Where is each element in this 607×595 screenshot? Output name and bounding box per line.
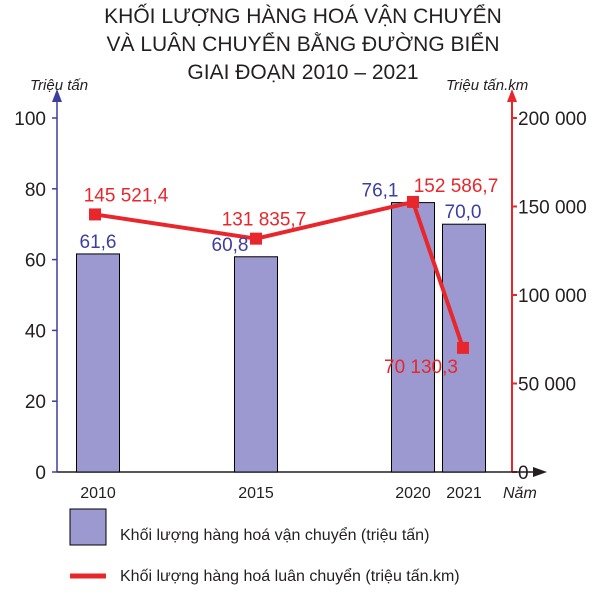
line-series: [89, 195, 469, 354]
bar-2015: [234, 256, 278, 473]
x-axis-arrow: [533, 467, 547, 477]
left-axis-label: Triệu tấn: [30, 77, 88, 94]
left-tick-label: 0: [35, 463, 46, 484]
left-tick-label: 40: [25, 321, 46, 342]
line-value-label: 152 586,7: [414, 176, 499, 197]
chart-title-line-2: VÀ LUÂN CHUYỂN BẰNG ĐƯỜNG BIỂN: [106, 32, 499, 56]
x-tick-label: 2021: [446, 485, 482, 502]
right-tick-label: 100 000: [518, 286, 587, 307]
left-tick-label: 20: [25, 392, 46, 413]
bar-value-label: 70,0: [445, 202, 482, 223]
x-axis-label: Năm: [503, 485, 537, 502]
legend-bar-swatch: [69, 508, 107, 546]
legend-bar-label: Khối lượng hàng hoá vận chuyển (triệu tấ…: [120, 526, 429, 544]
bar-value-label: 61,6: [80, 232, 117, 253]
chart-title-line-3: GIAI ĐOẠN 2010 – 2021: [187, 61, 418, 84]
bar-value-label: 76,1: [362, 181, 399, 202]
left-tick-label: 100: [14, 109, 46, 130]
x-tick-label: 2010: [80, 485, 116, 502]
line-point-2010: [89, 208, 101, 221]
line-point-2020: [407, 195, 419, 208]
chart-title: KHỐI LƯỢNG HÀNG HOÁ VẬN CHUYỂN VÀ LUÂN CH…: [104, 4, 502, 84]
right-axis-label: Triệu tấn.km: [446, 77, 528, 94]
left-axis-arrow: [52, 89, 62, 102]
right-tick-label: 50 000: [518, 375, 576, 396]
axes: Triệu tấn 0 20 40 60 80 100 Triệu tấn.km 0 50 000…: [14, 77, 586, 502]
x-tick-label: 2015: [238, 485, 274, 502]
legend-line-label: Khối lượng hàng hoá luân chuyển (triệu t…: [120, 567, 460, 585]
bar-2010: [76, 253, 120, 473]
right-tick-label: 200 000: [518, 109, 587, 130]
bar-value-label: 60,8: [212, 235, 249, 256]
right-tick-label: 0: [518, 463, 529, 484]
right-axis-arrow: [507, 89, 517, 102]
left-tick-label: 60: [25, 251, 46, 272]
x-tick-label: 2020: [395, 485, 431, 502]
line-value-label: 131 835,7: [222, 210, 307, 231]
legend: Khối lượng hàng hoá vận chuyển (triệu tấ…: [69, 508, 460, 585]
left-tick-label: 80: [25, 180, 46, 201]
right-tick-label: 150 000: [518, 198, 587, 219]
line-value-label: 145 521,4: [84, 185, 169, 206]
line-value-label: 70 130,3: [384, 357, 458, 378]
line-path: [94, 199, 465, 349]
line-point-2015: [250, 232, 262, 245]
data-labels: 61,6 60,8 76,1 70,0 145 521,4 131 835,7 152 58…: [80, 176, 499, 378]
line-point-2021: [457, 341, 469, 354]
bars: [76, 202, 486, 473]
chart-title-line-1: KHỐI LƯỢNG HÀNG HOÁ VẬN CHUYỂN: [104, 4, 502, 28]
